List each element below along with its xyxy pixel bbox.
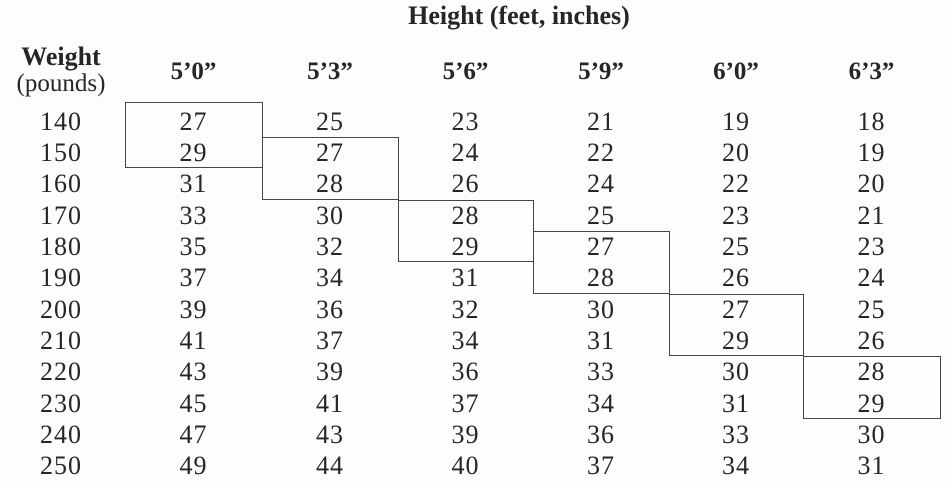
bmi-value-cell: 31 (857, 451, 886, 481)
bmi-value-cell: 23 (857, 231, 886, 261)
bmi-value-cell: 39 (179, 294, 208, 324)
weight-row-label: 250 (40, 451, 82, 481)
bmi-value-cell: 35 (179, 231, 208, 261)
bmi-value-cell: 18 (857, 106, 886, 136)
bmi-value-cell: 33 (179, 200, 208, 230)
bmi-value-cell: 34 (316, 263, 344, 293)
bmi-value-cell: 30 (722, 357, 750, 387)
bmi-value-cell: 23 (722, 200, 750, 230)
bmi-value-cell: 37 (451, 388, 480, 418)
weight-row-label: 190 (40, 263, 82, 293)
weight-column-header-line2: (pounds) (16, 70, 106, 97)
bmi-value-cell: 37 (179, 263, 208, 293)
bmi-value-cell: 28 (316, 169, 344, 199)
bmi-value-cell: 24 (587, 169, 615, 199)
bmi-value-cell: 29 (179, 137, 208, 167)
weight-row-label: 200 (40, 294, 82, 324)
bmi-value-cell: 24 (857, 263, 886, 293)
bmi-value-cell: 41 (316, 388, 344, 418)
bmi-value-cell: 33 (722, 420, 750, 449)
bmi-value-cell: 26 (451, 169, 480, 199)
bmi-value-cell: 25 (316, 106, 344, 136)
bmi-value-cell: 21 (857, 200, 886, 230)
bmi-value-cell: 45 (179, 388, 208, 418)
bmi-value-cell: 22 (722, 169, 750, 199)
weight-row-label: 160 (40, 169, 82, 199)
bmi-value-cell: 36 (587, 420, 615, 449)
bmi-value-cell: 39 (316, 357, 344, 387)
bmi-value-cell: 34 (587, 388, 615, 418)
bmi-value-cell: 31 (587, 325, 615, 355)
bmi-value-cell: 43 (179, 357, 208, 387)
weight-row-label: 150 (40, 137, 82, 167)
bmi-value-cell: 31 (722, 388, 750, 418)
bmi-value-cell: 36 (451, 357, 480, 387)
bmi-value-cell: 41 (179, 325, 208, 355)
bmi-value-cell: 27 (316, 137, 344, 167)
height-column-header: 5’9” (578, 58, 624, 85)
bmi-value-cell: 44 (316, 451, 344, 481)
bmi-value-cell: 39 (451, 420, 480, 449)
bmi-value-cell: 43 (316, 420, 344, 449)
weight-column-header-line1: Weight (21, 42, 101, 71)
bmi-value-cell: 22 (587, 137, 615, 167)
bmi-value-cell: 25 (722, 231, 750, 261)
bmi-value-cell: 37 (316, 325, 344, 355)
height-column-header: 6’3” (848, 58, 895, 85)
weight-row-label: 210 (40, 325, 82, 355)
bmi-value-cell: 28 (857, 357, 886, 387)
height-column-header: 5’6” (442, 58, 489, 85)
bmi-value-cell: 49 (179, 451, 208, 481)
bmi-value-cell: 25 (857, 294, 886, 324)
height-column-header: 5’3” (307, 58, 353, 85)
weight-row-label: 140 (40, 106, 82, 136)
bmi-value-cell: 29 (722, 325, 750, 355)
bmi-value-cell: 28 (587, 263, 615, 293)
bmi-value-cell: 34 (722, 451, 750, 481)
bmi-value-cell: 31 (451, 263, 480, 293)
bmi-value-cell: 27 (587, 231, 615, 261)
bmi-value-cell: 31 (179, 169, 208, 199)
bmi-value-cell: 24 (451, 137, 480, 167)
table-title: Height (feet, inches) (408, 1, 630, 30)
weight-row-label: 180 (40, 231, 82, 261)
bmi-value-cell: 27 (722, 294, 750, 324)
bmi-value-cell: 32 (451, 294, 480, 324)
bmi-value-cell: 34 (451, 325, 480, 355)
bmi-value-cell: 20 (722, 137, 750, 167)
bmi-value-cell: 30 (857, 420, 886, 449)
bmi-value-cell: 29 (451, 231, 480, 261)
weight-row-label: 170 (40, 200, 82, 230)
bmi-value-cell: 47 (179, 420, 208, 449)
bmi-value-cell: 30 (587, 294, 615, 324)
bmi-value-cell: 21 (587, 106, 615, 136)
bmi-value-cell: 25 (587, 200, 615, 230)
bmi-value-cell: 40 (451, 451, 480, 481)
bmi-value-cell: 27 (179, 106, 208, 136)
bmi-value-cell: 19 (722, 106, 750, 136)
bmi-value-cell: 37 (587, 451, 615, 481)
height-column-header: 6’0” (713, 58, 759, 85)
weight-row-label: 220 (40, 357, 82, 387)
height-column-header: 5’0” (170, 58, 217, 85)
weight-row-label: 230 (40, 388, 82, 418)
bmi-value-cell: 20 (857, 169, 886, 199)
bmi-value-cell: 19 (857, 137, 886, 167)
weight-column-header: Weight (pounds) (0, 43, 122, 97)
bmi-value-cell: 33 (587, 357, 615, 387)
bmi-value-cell: 26 (857, 325, 886, 355)
bmi-value-cell: 28 (451, 200, 480, 230)
bmi-value-cell: 30 (316, 200, 344, 230)
weight-row-label: 240 (40, 420, 82, 449)
bmi-value-cell: 26 (722, 263, 750, 293)
bmi-value-cell: 36 (316, 294, 344, 324)
bmi-value-cell: 29 (857, 388, 886, 418)
bmi-value-cell: 23 (451, 106, 480, 136)
bmi-value-cell: 32 (316, 231, 344, 261)
